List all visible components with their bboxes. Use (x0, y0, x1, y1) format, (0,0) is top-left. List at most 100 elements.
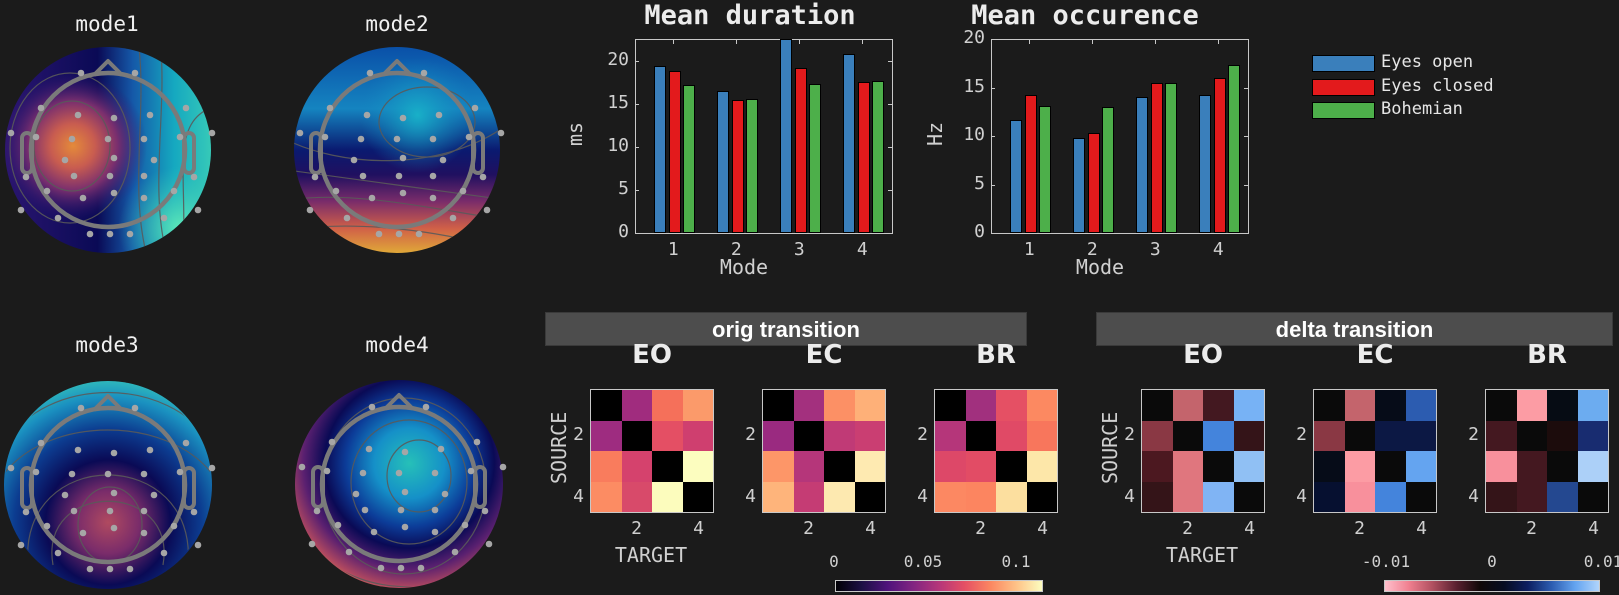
delta-heatmap-title-ec: EC (1356, 340, 1394, 370)
occurrence-chart-title: Mean occurence (971, 0, 1199, 31)
delta-heatmap-ytick: 2 (1296, 423, 1307, 445)
orig-heatmap-title-ec: EC (805, 340, 843, 370)
heatmap-cell (1344, 451, 1375, 482)
delta-colorbar (1384, 580, 1600, 592)
orig-heatmap-xtick: 4 (865, 518, 876, 539)
delta-heatmap-ytick: 2 (1124, 423, 1135, 445)
heatmap-cell (996, 451, 1027, 482)
heatmap-cell (854, 451, 885, 482)
ytick-label: 0 (618, 221, 629, 242)
heatmap-cell (1233, 420, 1264, 451)
xtick-mark (862, 40, 864, 44)
orig-transition-header: orig transition (545, 312, 1027, 346)
duration-chart-title: Mean duration (644, 0, 856, 31)
heatmap-cell (682, 420, 713, 451)
topomap-mode2 (294, 47, 505, 253)
delta-heatmap-title-eo: EO (1183, 340, 1223, 370)
bar-eyes-open-mode3 (1136, 97, 1149, 233)
heatmap-cell (1233, 481, 1264, 512)
heatmap-cell (793, 481, 824, 512)
heatmap-cell (1142, 451, 1173, 482)
heatmap-cell (965, 390, 996, 421)
heatmap-cell (1026, 390, 1057, 421)
heatmap-cell (1405, 481, 1436, 512)
heatmap-cell (1172, 451, 1203, 482)
heatmap-cell (763, 420, 794, 451)
ytick-mark (635, 147, 639, 149)
bar-bohemian-mode2 (1102, 106, 1115, 233)
xtick-label: 1 (667, 239, 679, 260)
xtick-label: 2 (1086, 239, 1098, 260)
xtick-label: 3 (1149, 239, 1161, 260)
xtick-mark (1029, 40, 1031, 44)
heatmap-cell (763, 451, 794, 482)
heatmap-cell (591, 390, 622, 421)
heatmap-cell (854, 481, 885, 512)
heatmap-cell (652, 390, 683, 421)
topomap-title-mode1: mode1 (75, 12, 139, 36)
ytick-label: 20 (963, 27, 985, 48)
orig-colorbar (835, 580, 1043, 592)
orig-heatmap-br (934, 389, 1058, 513)
heatmap-cell (682, 481, 713, 512)
ytick-mark (635, 190, 639, 192)
orig-colorbar-tick-1: 0.05 (903, 552, 943, 571)
ytick-mark (991, 233, 995, 234)
orig-heatmap-ec (762, 389, 886, 513)
legend-label-eyes-closed: Eyes closed (1381, 76, 1494, 96)
heatmap-cell (1172, 390, 1203, 421)
ytick-label: 0 (974, 221, 985, 242)
heatmap-cell (1203, 481, 1234, 512)
xtick-label: 3 (793, 239, 805, 260)
bar-bohemian-mode3 (1165, 82, 1178, 233)
xtick-mark (1155, 40, 1157, 44)
topomap-mode3 (4, 381, 216, 589)
bar-eyes-open-mode2 (1073, 137, 1086, 233)
orig-heatmap-ytick: 2 (573, 423, 584, 445)
heatmap-cell (935, 451, 966, 482)
legend-swatch-bohemian (1312, 102, 1375, 119)
heatmap-cell (1577, 420, 1608, 451)
heatmap-cell (1375, 451, 1406, 482)
heatmap-cell (1142, 481, 1173, 512)
heatmap-cell (793, 390, 824, 421)
heatmap-cell (1344, 390, 1375, 421)
ytick-mark (991, 184, 995, 186)
delta-heatmap-ec (1313, 389, 1437, 513)
heatmap-cell (824, 451, 855, 482)
heatmap-cell (1172, 420, 1203, 451)
delta-heatmap-br (1485, 389, 1609, 513)
heatmap-cell (1142, 390, 1173, 421)
bar-eyes-open-mode1 (1010, 119, 1023, 233)
heatmap-cell (621, 451, 652, 482)
xtick-mark (736, 40, 738, 44)
heatmap-cell (1233, 451, 1264, 482)
ytick-mark (1244, 87, 1248, 89)
heatmap-cell (1486, 451, 1517, 482)
heatmap-cell (965, 420, 996, 451)
delta-heatmap-xtick: 4 (1416, 518, 1427, 539)
bar-bohemian-mode3 (809, 83, 822, 233)
delta-heatmap-ytick: 4 (1296, 485, 1307, 507)
heatmap-cell (996, 481, 1027, 512)
heatmap-cell (1172, 481, 1203, 512)
heatmap-cell (652, 420, 683, 451)
heatmap-cell (1233, 390, 1264, 421)
topomap-mode1 (5, 47, 216, 253)
heatmap-cell (682, 390, 713, 421)
ytick-mark (635, 233, 639, 234)
orig-heatmap-title-eo: EO (632, 340, 672, 370)
heatmap-cell (824, 481, 855, 512)
orig-heatmap-xtick: 4 (693, 518, 704, 539)
xtick-label: 4 (856, 239, 868, 260)
ytick-mark (888, 147, 892, 149)
xtick-mark (799, 40, 801, 44)
legend-label-bohemian: Bohemian (1381, 99, 1463, 119)
delta-heatmap-xtick: 2 (1182, 518, 1193, 539)
heatmap-cell (1577, 481, 1608, 512)
xtick-label: 4 (1212, 239, 1224, 260)
orig-heatmap-eo (590, 389, 714, 513)
ytick-label: 15 (963, 75, 985, 97)
bar-eyes-closed-mode1 (668, 70, 681, 233)
heatmap-cell (1203, 420, 1234, 451)
